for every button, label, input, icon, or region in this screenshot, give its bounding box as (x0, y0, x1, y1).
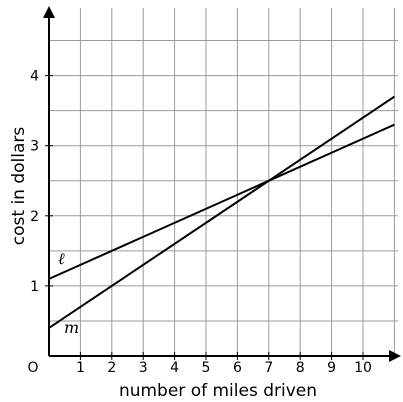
x-tick-label: 3 (139, 360, 148, 376)
x-tick-label: 7 (264, 360, 273, 376)
axes (43, 6, 401, 362)
series-label-l: ℓ (58, 249, 65, 268)
y-tick-label: 3 (30, 139, 39, 155)
series-line-l (48, 123, 395, 280)
x-tick-label: 6 (233, 360, 242, 376)
y-tick-label: 4 (30, 69, 39, 85)
x-tick-label: 9 (327, 360, 336, 376)
y-tick-label: 2 (30, 209, 39, 225)
x-tick-label: 5 (202, 360, 211, 376)
series-group (48, 95, 395, 329)
tick-labels: 1 2 3 4 5 6 7 8 9 10 1 2 3 4 (30, 69, 372, 376)
x-tick-label: 2 (107, 360, 116, 376)
origin-label: O (27, 360, 38, 376)
x-tick-label: 4 (170, 360, 179, 376)
grid (49, 8, 398, 356)
series-line-m (48, 95, 395, 329)
y-tick-label: 1 (30, 279, 39, 295)
x-tick-label: 1 (76, 360, 85, 376)
y-axis-title: cost in dollars (9, 127, 29, 246)
x-axis-title: number of miles driven (119, 381, 317, 401)
x-tick-label: 8 (296, 360, 305, 376)
series-label-m: m (64, 318, 79, 337)
x-tick-label: 10 (354, 360, 372, 376)
y-axis-arrow (43, 6, 55, 18)
x-axis-arrow (389, 350, 401, 362)
series-labels: ℓm (58, 249, 79, 337)
